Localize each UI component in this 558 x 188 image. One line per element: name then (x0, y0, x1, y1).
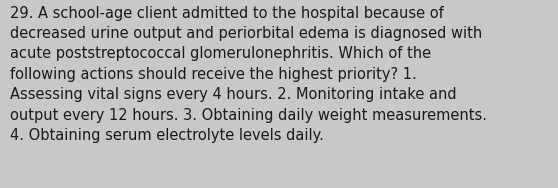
Text: 29. A school-age client admitted to the hospital because of
decreased urine outp: 29. A school-age client admitted to the … (10, 6, 487, 143)
